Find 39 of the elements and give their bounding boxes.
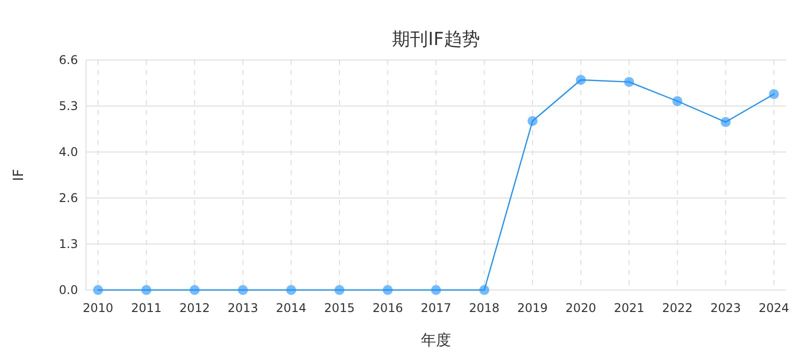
chart-title: 期刊IF趋势 <box>392 29 480 50</box>
x-tick-label: 2022 <box>662 301 693 315</box>
point <box>382 285 393 295</box>
y-axis-title: IF <box>11 168 27 182</box>
x-tick-label: 2011 <box>131 301 162 315</box>
y-tick-label: 0.0 <box>58 283 78 297</box>
x-tick-label: 2013 <box>228 301 258 315</box>
point <box>141 285 152 295</box>
y-tick-label: 5.3 <box>58 99 78 113</box>
x-tick-label: 2024 <box>758 301 790 315</box>
y-tick-label: 2.6 <box>58 191 78 205</box>
point <box>528 116 538 126</box>
y-tick-label: 6.6 <box>58 53 78 67</box>
x-tick-label: 2017 <box>420 301 452 315</box>
point <box>624 76 634 87</box>
point <box>334 285 344 295</box>
point <box>431 285 441 295</box>
x-tick-label: 2019 <box>517 301 548 315</box>
point <box>479 285 490 295</box>
point <box>286 285 296 295</box>
x-axis-title: 年度 <box>421 331 451 349</box>
x-tick-label: 2010 <box>82 301 114 315</box>
x-tick-label: 2018 <box>469 301 500 315</box>
point <box>720 117 731 128</box>
x-tick-label: 2012 <box>179 301 210 315</box>
point <box>576 74 586 85</box>
x-tick-label: 2020 <box>566 301 596 315</box>
x-tick-label: 2021 <box>614 301 644 315</box>
point <box>190 285 200 295</box>
point <box>238 285 248 295</box>
point <box>93 285 104 295</box>
point <box>672 96 682 106</box>
x-tick-label: 2016 <box>372 301 403 315</box>
x-tick-label: 2014 <box>276 301 306 315</box>
x-tick-label: 2023 <box>710 301 741 315</box>
point <box>768 89 779 100</box>
y-tick-label: 1.3 <box>58 237 78 251</box>
y-tick-label: 4.0 <box>58 145 78 159</box>
x-tick-label: 2015 <box>324 301 355 315</box>
